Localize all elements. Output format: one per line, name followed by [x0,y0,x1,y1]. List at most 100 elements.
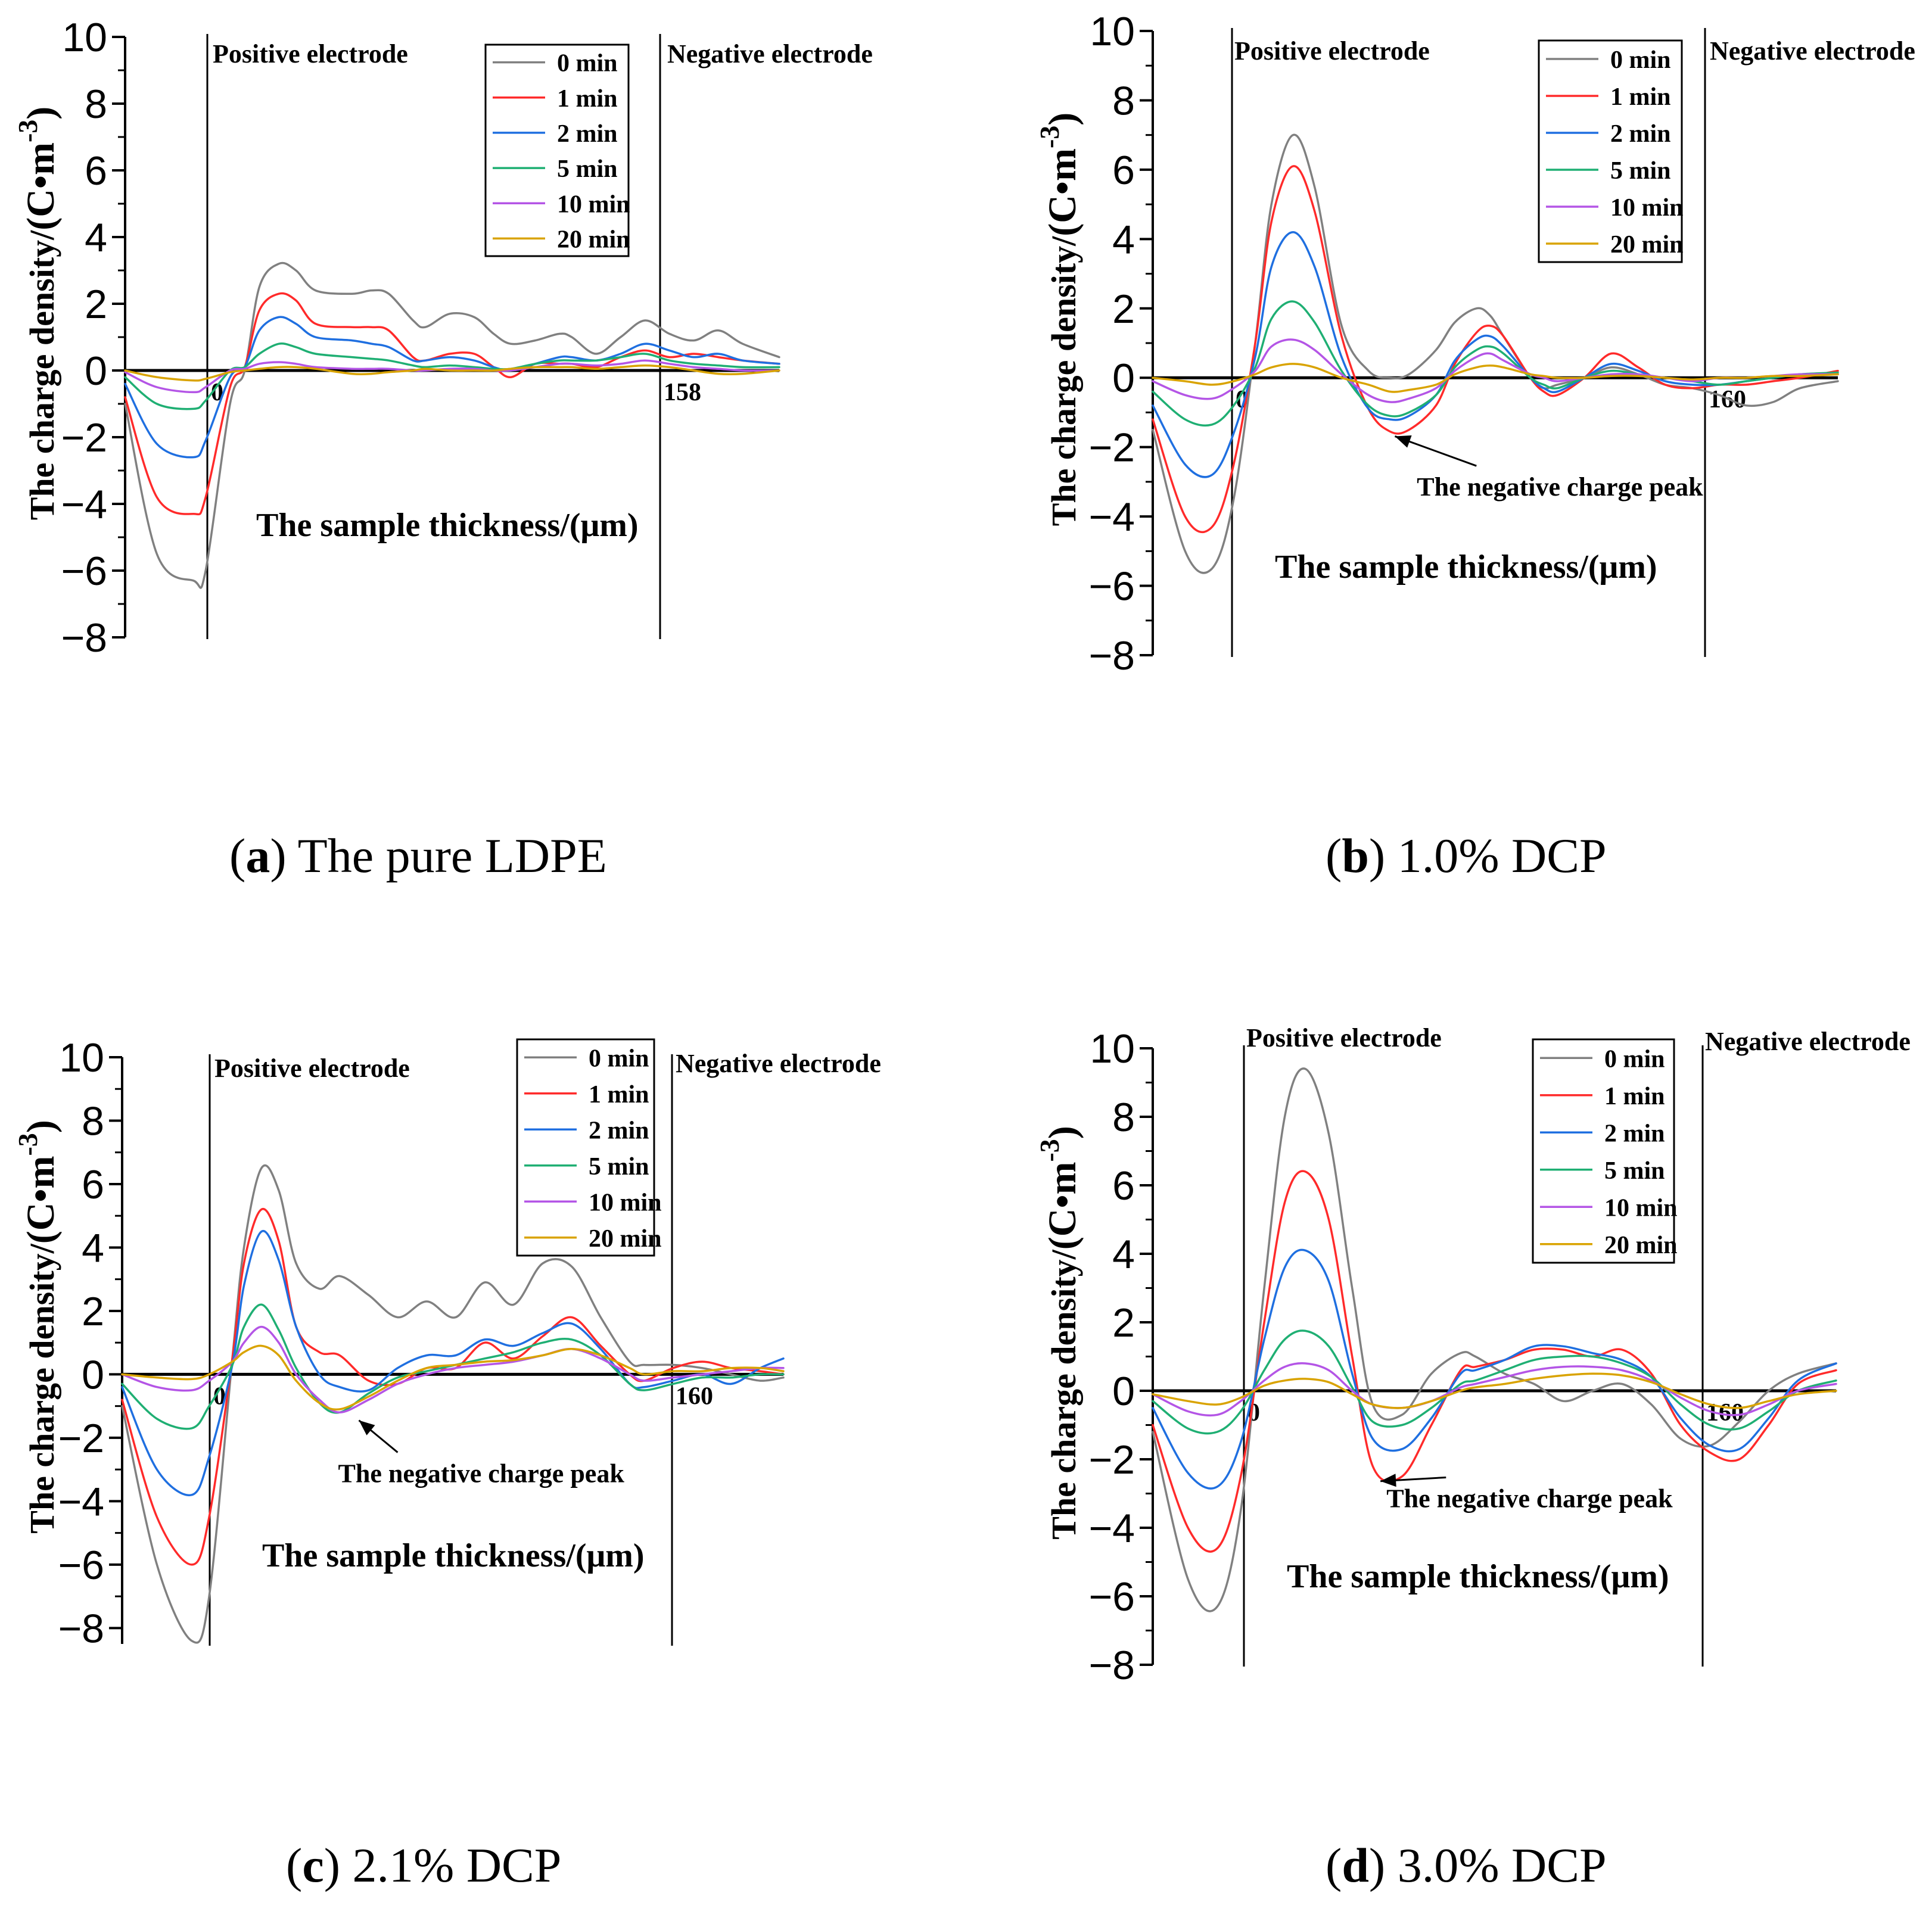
legend-label: 20 min [589,1225,662,1253]
caption-b: (b) 1.0% DCP [1326,829,1607,883]
caption-c-text: 2.1% DCP [352,1838,562,1892]
y-tick-label: 0 [1112,1369,1135,1414]
series-line-2-min [121,1229,785,1496]
y-tick-label: 10 [1090,9,1135,54]
y-axis-label: The charge density/(C•m-3) [1034,113,1084,527]
negative-electrode-label: Negative electrode [676,1049,881,1078]
series-line-2-min [1152,231,1839,478]
legend-label: 20 min [1604,1232,1678,1259]
annotation-arrow-head [1395,435,1412,448]
positive-electrode-label: Positive electrode [214,1054,410,1083]
y-tick-label: 10 [59,1035,104,1080]
y-tick-label: −6 [58,1543,104,1588]
x-axis-label: The sample thickness/(μm) [256,507,639,544]
annotation-arrow-head [359,1420,375,1435]
series-line-5-min [121,1303,785,1430]
series-line-20-min [1152,1372,1837,1409]
annotation-arrow-head [1380,1474,1396,1487]
x-axis-label: The sample thickness/(μm) [262,1537,645,1574]
legend-label: 0 min [557,50,618,77]
y-tick-label: 0 [85,348,107,394]
y-tick-label: 4 [85,215,107,260]
annotation-label: The negative charge peak [1417,472,1703,502]
legend-label: 10 min [1610,194,1684,222]
y-tick-label: −8 [1088,633,1135,678]
caption-b-text: 1.0% DCP [1397,829,1607,883]
annotation-label: The negative charge peak [1386,1484,1673,1513]
y-tick-label: 2 [1112,286,1135,332]
y-tick-label: −8 [58,1606,104,1651]
y-tick-label: 0 [82,1352,104,1397]
negative-electrode-label: Negative electrode [667,39,873,68]
legend-label: 0 min [589,1045,649,1072]
legend-label: 2 min [589,1117,649,1144]
negative-electrode-label: Negative electrode [1705,1027,1911,1056]
y-tick-label: 8 [82,1098,104,1144]
y-tick-label: 6 [82,1162,104,1207]
series-line-1-min [1152,1170,1837,1553]
legend-box [1532,1038,1675,1264]
y-tick-label: 8 [1112,78,1135,123]
y-tick-label: −6 [1088,1574,1135,1620]
legend-label: 10 min [557,191,630,218]
y-tick-label: 8 [1112,1095,1135,1140]
positive-electrode-label: Positive electrode [1234,36,1430,66]
y-tick-label: 8 [85,82,107,127]
y-tick-label: 2 [1112,1300,1135,1346]
y-tick-label: 4 [1112,217,1135,262]
x-end-label: 160 [1709,386,1746,413]
legend-label: 5 min [589,1153,649,1181]
chart-panel-a: 10 8 6 4 2 0 −2 −4 −6 −8 Positive electrode Negativ… [13,15,873,661]
y-tick-label: 6 [1112,1163,1135,1209]
x-axis-label: The sample thickness/(μm) [1275,549,1657,585]
x-end-label: 160 [676,1382,713,1410]
legend-label: 1 min [589,1081,649,1108]
caption-c-letter: c [302,1838,324,1892]
legend-label: 0 min [1610,46,1671,74]
legend-label: 5 min [1604,1157,1665,1185]
y-tick-label: 10 [1090,1026,1135,1072]
y-tick-label: −4 [61,482,107,527]
y-tick-label: 6 [85,148,107,194]
y-tick-label: −2 [1088,425,1135,471]
chart-panel-c: 10 8 6 4 2 0 −2 −4 −6 −8 Positive electrode Negativ… [13,1035,881,1651]
legend-box [1538,39,1683,263]
legend-label: 20 min [1610,231,1684,259]
legend-label: 1 min [557,85,618,113]
legend-label: 1 min [1610,83,1671,111]
series-line-10-min [1152,1362,1837,1417]
legend-box [484,43,630,257]
series-line-20-min [121,1344,785,1411]
legend-label: 10 min [589,1189,662,1216]
y-tick-label: −6 [1088,564,1135,609]
caption-a-letter: a [245,829,270,883]
y-tick-label: 4 [82,1225,104,1270]
y-tick-label: −8 [1088,1643,1135,1688]
legend-label: 20 min [557,226,630,253]
y-tick-label: 2 [85,282,107,327]
y-axis-label: The charge density/(C•m-3) [13,107,63,521]
y-tick-label: 4 [1112,1232,1135,1277]
y-tick-label: −2 [61,415,107,460]
legend-label: 2 min [557,120,618,148]
legend-label: 1 min [1604,1083,1665,1110]
y-tick-label: −4 [1088,1506,1135,1551]
y-tick-label: −6 [61,549,107,594]
series-line-20-min [1152,363,1839,393]
caption-b-letter: b [1342,829,1369,883]
y-tick-label: 10 [62,15,107,60]
caption-d-letter: d [1342,1838,1369,1892]
y-tick-label: −4 [1088,494,1135,540]
positive-electrode-label: Positive electrode [213,39,408,68]
y-axis-label: The charge density/(C•m-3) [1034,1126,1084,1540]
y-tick-label: 0 [1112,356,1135,401]
chart-panel-d: 10 8 6 4 2 0 −2 −4 −6 −8 Positive electrode Negativ… [1034,1023,1911,1688]
y-tick-label: −2 [58,1416,104,1461]
negative-electrode-label: Negative electrode [1710,36,1915,66]
caption-d: (d) 3.0% DCP [1326,1838,1607,1892]
annotation-label: The negative charge peak [338,1459,625,1488]
legend-label: 5 min [557,155,618,183]
y-axis-label: The charge density/(C•m-3) [13,1120,63,1534]
legend-label: 2 min [1604,1120,1665,1147]
